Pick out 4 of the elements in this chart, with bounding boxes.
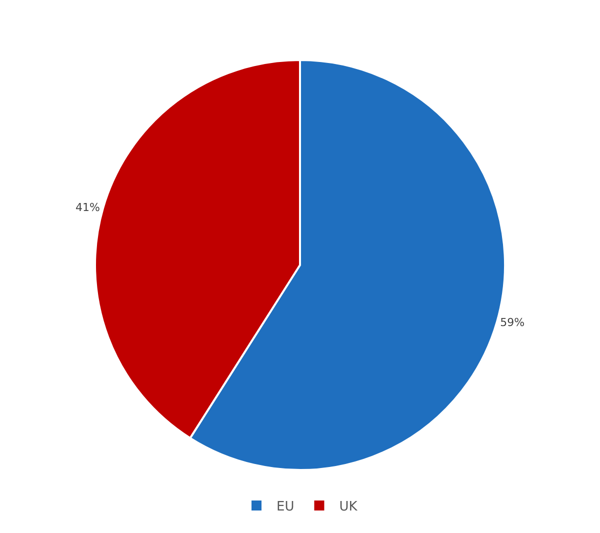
data-label: 59% [500, 316, 525, 330]
legend-label: UK [339, 500, 358, 515]
data-label: 41% [75, 200, 100, 214]
legend-label: EU [276, 500, 294, 515]
